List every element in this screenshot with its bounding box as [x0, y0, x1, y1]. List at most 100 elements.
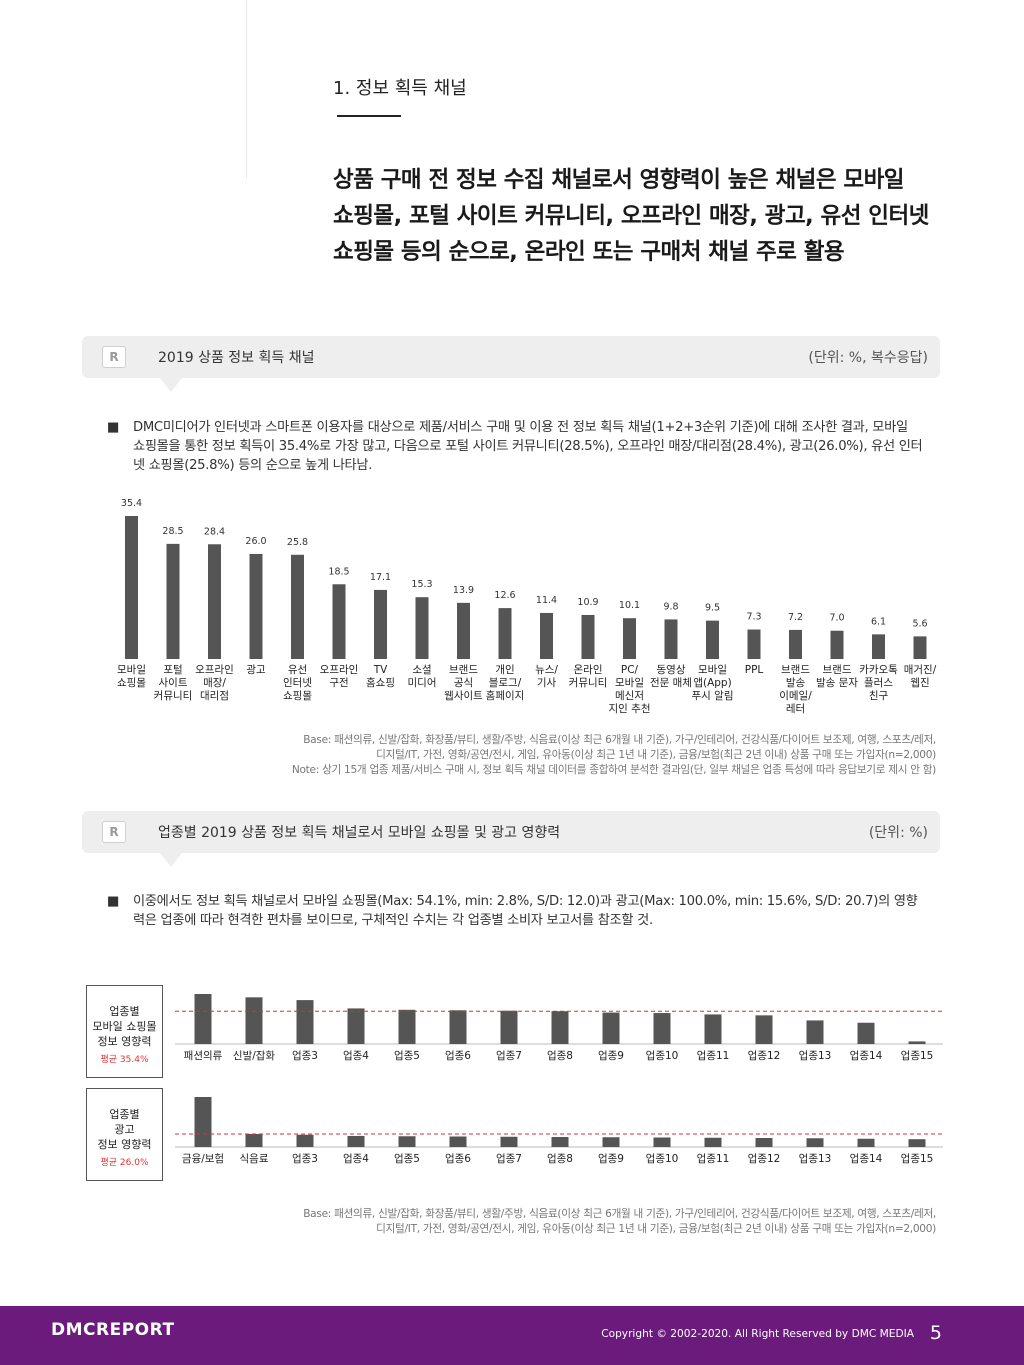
data-label: 25.8 — [287, 537, 308, 548]
average-label: 평균 35.4% — [100, 1055, 149, 1065]
category-label: 업종4 — [343, 1049, 369, 1062]
category-label: 업종6 — [445, 1152, 471, 1165]
category-label: 업종6 — [445, 1049, 471, 1062]
category-label: 전문 매체 — [650, 677, 692, 689]
callout-pointer — [160, 378, 182, 392]
chart-bar — [551, 1137, 569, 1147]
data-label: 6.1 — [871, 616, 886, 627]
category-label: 지인 추천 — [609, 703, 651, 715]
chart-bar — [347, 1008, 365, 1044]
category-label: 업종4 — [343, 1152, 369, 1165]
panel2-base-note: Base: 패션의류, 신발/잡화, 화장품/뷰티, 생활/주방, 식음료(이상… — [236, 1207, 936, 1237]
panel1-header: R 2019 상품 정보 획득 채널 (단위: %, 복수응답) — [82, 336, 940, 392]
box-label: 광고 — [114, 1123, 135, 1136]
chart-bar — [500, 1010, 518, 1044]
category-label: 모바일 — [698, 663, 727, 676]
chart-bar — [806, 1138, 824, 1147]
category-label: 업종14 — [850, 1049, 883, 1062]
category-label: 업종7 — [496, 1049, 522, 1062]
panel2-bullet-text: 이중에서도 정보 획득 채널로서 모바일 쇼핑몰(Max: 54.1%, min… — [133, 894, 918, 928]
base-line: 디지털/IT, 가전, 영화/공연/전시, 게임, 유아동(이상 최근 1년 내… — [376, 749, 936, 761]
chart-bar — [623, 618, 636, 659]
data-label: 35.4 — [121, 498, 142, 509]
category-label: 카카오톡 — [859, 664, 898, 676]
divider-line — [246, 0, 247, 178]
panel2-unit: (단위: %) — [868, 825, 928, 841]
category-label: 뉴스/ — [535, 664, 558, 676]
data-label: 10.9 — [577, 597, 598, 608]
chart-bar — [913, 636, 927, 659]
chart-bar — [347, 1136, 365, 1147]
chart-bar — [208, 544, 221, 659]
category-label: 매거진/ — [904, 664, 937, 676]
category-label: 소셜 — [412, 664, 431, 676]
category-label: 브랜드 — [823, 664, 852, 676]
category-label: 오프라인 — [195, 664, 234, 676]
category-label: 커뮤니티 — [569, 677, 608, 689]
chart-bar — [398, 1009, 416, 1044]
data-label: 10.1 — [619, 600, 640, 611]
box-label: 업종별 — [109, 1108, 140, 1121]
category-label: 매장/ — [203, 677, 226, 689]
category-label: 개인 — [495, 664, 514, 676]
page-number: 5 — [929, 1322, 942, 1344]
footer: DMCREPORT Copyright © 2002-2020. All Rig… — [0, 1306, 1024, 1365]
category-label: 업종13 — [799, 1152, 832, 1165]
category-label: 업종10 — [646, 1049, 679, 1062]
chart-bar — [374, 589, 387, 659]
data-label: 13.9 — [453, 585, 474, 596]
category-label: 업종5 — [394, 1152, 420, 1165]
data-label: 17.1 — [370, 572, 391, 583]
chart-bar — [296, 1134, 314, 1147]
chart-bar — [249, 553, 263, 659]
ad-industry-chart: 금융/보험 식음료 업종3 업종4 업종5 업종6 업종7 업종8 업종9 업종10 업종11 업종1… — [175, 1097, 943, 1165]
data-label: 7.3 — [746, 612, 761, 623]
panel2-title: 업종별 2019 상품 정보 획득 채널로서 모바일 쇼핑몰 및 광고 영향력 — [158, 825, 561, 841]
chart-bar — [830, 630, 844, 659]
headline-line: 상품 구매 전 정보 수집 채널로서 영향력이 높은 채널은 모바일 — [333, 167, 905, 193]
category-label: 업종11 — [697, 1049, 730, 1062]
chart-bar — [755, 1138, 773, 1147]
panel1-title: 2019 상품 정보 획득 채널 — [158, 350, 315, 366]
panel1-bullet-text: DMC미디어가 인터넷과 스마트폰 이용자를 대상으로 제품/서비스 구매 및 … — [133, 420, 923, 473]
category-label: 커뮤니티 — [154, 690, 193, 702]
category-label: 업종9 — [598, 1049, 624, 1062]
chart-bar — [872, 634, 885, 659]
brand-logo: DMCREPORT — [51, 1320, 175, 1340]
category-label: 업종10 — [646, 1152, 679, 1165]
data-label: 7.2 — [788, 612, 803, 623]
category-label: 브랜드 — [449, 664, 478, 676]
callout-pointer — [160, 853, 182, 867]
category-label: 푸시 알림 — [692, 690, 734, 702]
category-label: 동영상 — [657, 664, 686, 676]
category-label: 홈페이지 — [486, 689, 525, 702]
chart-bar — [332, 584, 346, 659]
channel-bar-chart: 35.4모바일쇼핑몰28.5포털사이트커뮤니티28.4오프라인매장/대리점26.… — [117, 498, 937, 715]
category-label: 홈쇼핑 — [366, 676, 395, 689]
category-label: 업종9 — [598, 1152, 624, 1165]
data-label: 18.5 — [328, 566, 349, 577]
category-label: 사이트 — [159, 677, 188, 689]
chart-bar — [296, 1000, 314, 1044]
category-label: 블로그/ — [489, 677, 522, 689]
category-label: 업종12 — [748, 1049, 781, 1062]
category-label: 앱(App) — [693, 677, 731, 689]
category-label: 포털 — [163, 664, 182, 676]
category-label: 업종13 — [799, 1049, 832, 1062]
category-label: 공식 — [454, 677, 473, 689]
chart-bar — [706, 620, 719, 659]
chart-bar — [449, 1010, 467, 1044]
data-label: 12.6 — [494, 590, 515, 601]
chart-bar — [704, 1137, 722, 1147]
chart-bar — [457, 602, 470, 659]
category-label: PC/ — [621, 664, 639, 676]
category-label: 업종11 — [697, 1152, 730, 1165]
bullet-icon: ■ — [107, 420, 120, 435]
data-label: 28.5 — [162, 526, 183, 537]
base-line: Base: 패션의류, 신발/잡화, 화장품/뷰티, 생활/주방, 식음료(이상… — [303, 734, 936, 746]
average-label: 평균 26.0% — [100, 1158, 149, 1168]
chart-bar — [194, 994, 212, 1044]
chart-bar — [857, 1138, 875, 1147]
mobile-influence-box: 업종별 모바일 쇼핑몰 정보 영향력 평균 35.4% — [86, 985, 163, 1078]
category-label: 광고 — [246, 664, 266, 676]
